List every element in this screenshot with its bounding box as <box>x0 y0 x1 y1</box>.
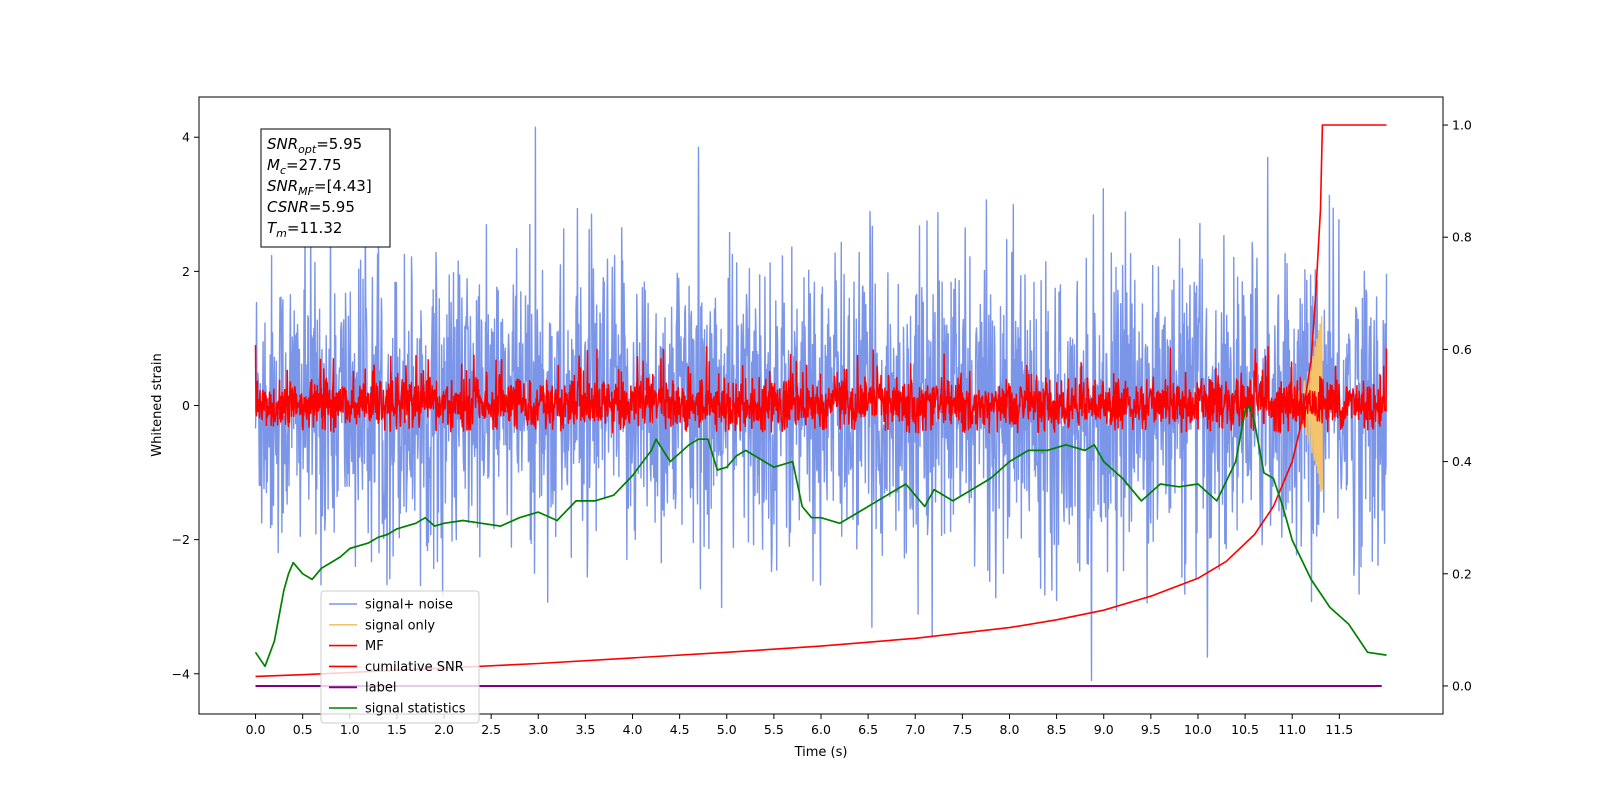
x-tick-label: 7.5 <box>952 722 972 737</box>
y2-tick-label: 0.6 <box>1452 342 1472 357</box>
x-tick-label: 0.0 <box>246 722 266 737</box>
legend: signal+ noise signal only MF cumilative SNR… <box>320 590 480 724</box>
x-tick-label: 9.5 <box>1141 722 1161 737</box>
x-axis-label: Time (s) <box>794 745 848 760</box>
series-mf <box>254 345 1388 434</box>
x-tick-label: 2.5 <box>481 722 501 737</box>
x-tick-label: 9.0 <box>1094 722 1114 737</box>
series-signal-plus-noise <box>254 126 1388 682</box>
info-line: Tm=11.32 <box>267 219 342 240</box>
x-tick-label: 4.0 <box>623 722 643 737</box>
x-tick-label: 3.0 <box>528 722 548 737</box>
x-tick-label: 0.5 <box>293 722 313 737</box>
x-tick-label: 8.0 <box>1000 722 1020 737</box>
y-tick-label: −2 <box>172 532 190 547</box>
x-tick-label: 5.0 <box>717 722 737 737</box>
y2-tick-label: 0.0 <box>1452 678 1472 693</box>
x-tick-label: 8.5 <box>1047 722 1067 737</box>
series-signal-statistics <box>254 404 1387 668</box>
x-tick-label: 11.5 <box>1325 722 1353 737</box>
y2-tick-label: 1.0 <box>1452 118 1472 133</box>
x-tick-label: 11.0 <box>1278 722 1306 737</box>
info-box: SNRopt=5.95Mc=27.75SNRMF=[4.43]CSNR=5.95… <box>260 128 391 248</box>
y2-tick-label: 0.2 <box>1452 566 1472 581</box>
x-tick-label: 10.0 <box>1184 722 1212 737</box>
y-tick-label: −4 <box>172 666 190 681</box>
y-axis-label: Whitened strain <box>150 353 165 456</box>
x-tick-label: 10.5 <box>1231 722 1259 737</box>
x-tick-label: 5.5 <box>764 722 784 737</box>
legend-label: signal+ noise <box>365 598 453 613</box>
info-line: SNRopt=5.95 <box>267 135 362 156</box>
series-cumulative-snr <box>255 124 1387 678</box>
axes: 0.0 0.5 1.0 1.5 2.0 2.5 3.0 3.5 4.0 4.5 5.0 5.5 6.0 6… <box>172 118 1472 737</box>
info-line: Mc=27.75 <box>267 156 342 177</box>
legend-label: label <box>365 681 396 696</box>
y2-tick-label: 0.8 <box>1452 230 1472 245</box>
x-tick-label: 6.5 <box>858 722 878 737</box>
y-tick-label: 0 <box>182 398 190 413</box>
legend-label: signal only <box>365 618 435 633</box>
info-line: CSNR=5.95 <box>267 198 355 216</box>
x-tick-label: 1.0 <box>340 722 360 737</box>
x-tick-label: 4.5 <box>670 722 690 737</box>
y-tick-label: 4 <box>182 130 190 145</box>
x-tick-label: 1.5 <box>387 722 407 737</box>
x-tick-label: 7.0 <box>905 722 925 737</box>
legend-frame <box>320 590 480 724</box>
info-box-frame <box>260 128 391 248</box>
x-tick-label: 6.0 <box>811 722 831 737</box>
x-tick-label: 2.0 <box>434 722 454 737</box>
x-tick-label: 3.5 <box>575 722 595 737</box>
y2-tick-label: 0.4 <box>1452 454 1472 469</box>
legend-label: signal statistics <box>365 702 466 717</box>
legend-label: MF <box>365 639 384 654</box>
y-tick-label: 2 <box>182 264 190 279</box>
info-line: SNRMF=[4.43] <box>267 177 372 198</box>
legend-label: cumilative SNR <box>365 660 464 675</box>
